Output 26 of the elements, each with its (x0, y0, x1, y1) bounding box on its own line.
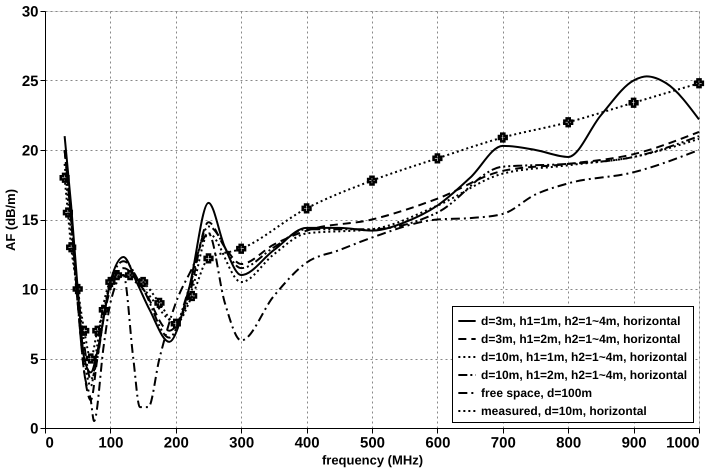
x-tick-label: 700 (490, 434, 516, 452)
y-axis-title: AF (dB/m) (2, 188, 18, 252)
x-tick-label: 100 (98, 434, 124, 452)
y-tick-label: 5 (30, 351, 38, 368)
y-tick-label: 10 (22, 282, 38, 298)
legend-label: d=3m, h1=2m, h2=1~4m, horizontal (481, 332, 680, 346)
y-tick-label: 20 (22, 142, 38, 160)
x-tick-label: 600 (425, 434, 450, 452)
y-tick-label: 25 (22, 73, 38, 90)
x-tick-label: 900 (622, 434, 647, 452)
x-tick-label: 300 (229, 434, 254, 452)
y-tick-label: 30 (22, 4, 38, 20)
legend-label: d=10m, h1=1m, h2=1~4m, horizontal (481, 350, 688, 364)
x-tick-label: 400 (294, 434, 320, 452)
y-tick-label: 0 (30, 420, 38, 438)
y-tick-label: 15 (22, 212, 38, 229)
x-axis-title: frequency (MHz) (322, 452, 424, 468)
legend-label: measured, d=10m, horizontal (481, 404, 647, 418)
x-tick-label: 500 (360, 434, 386, 452)
x-tick-label: 200 (164, 434, 189, 452)
legend-label: d=10m, h1=2m, h2=1~4m, horizontal (481, 368, 688, 382)
x-tick-label: 0 (46, 434, 54, 452)
legend-label: free space, d=100m (481, 386, 592, 400)
x-tick-label: 1000 (666, 434, 700, 452)
legend-label: d=3m, h1=1m, h2=1~4m, horizontal (481, 314, 680, 328)
x-tick-label: 800 (556, 434, 582, 452)
